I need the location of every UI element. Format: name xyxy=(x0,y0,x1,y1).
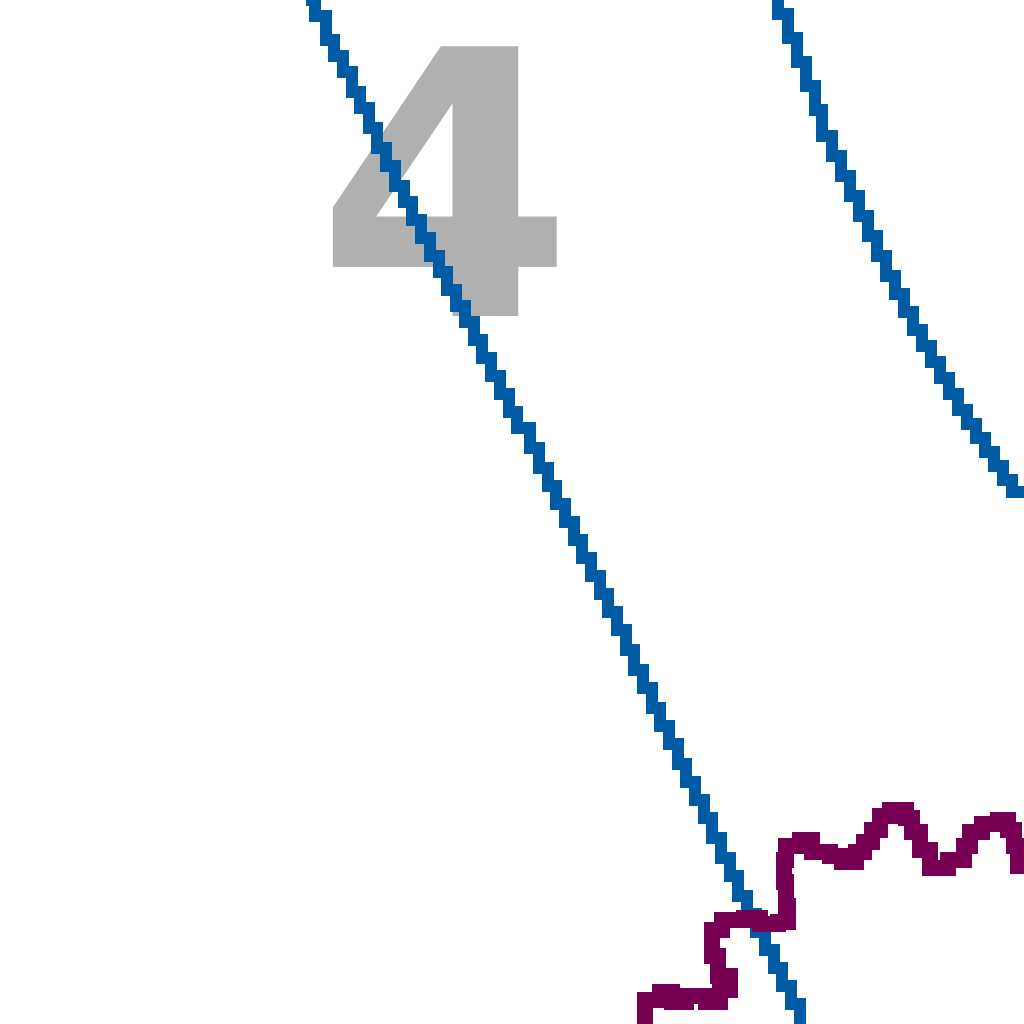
blue-line-right[interactable] xyxy=(772,0,1024,498)
map-label-number: 4 xyxy=(316,0,573,404)
purple-line[interactable] xyxy=(637,802,1024,1024)
blue-line-left[interactable] xyxy=(306,0,806,1024)
